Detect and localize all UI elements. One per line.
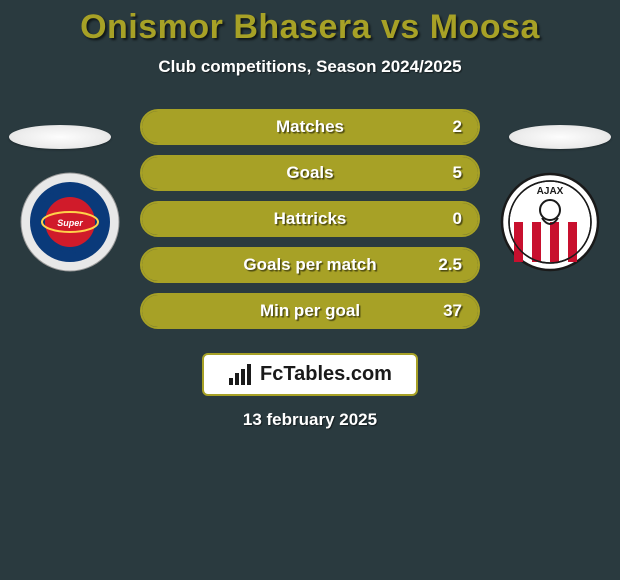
stat-label: Goals: [286, 163, 333, 183]
stat-label: Goals per match: [243, 255, 376, 275]
stat-value-right: 2.5: [438, 255, 462, 275]
stat-row: Goals 5: [140, 155, 480, 191]
stat-value-right: 2: [453, 117, 462, 137]
svg-text:Super: Super: [57, 218, 83, 228]
brand-badge: FcTables.com: [202, 353, 418, 396]
page-title: Onismor Bhasera vs Moosa: [80, 8, 540, 47]
stat-row: Hattricks 0: [140, 201, 480, 237]
stat-label: Min per goal: [260, 301, 360, 321]
stats-region: Matches 2 Goals 5 Hattricks 0 Goals per match 2…: [140, 109, 480, 339]
stat-row: Goals per match 2.5: [140, 247, 480, 283]
club-badge-right: AJAX: [500, 172, 600, 272]
stat-row: Min per goal 37: [140, 293, 480, 329]
stat-value-right: 0: [453, 209, 462, 229]
stat-value-right: 37: [443, 301, 462, 321]
footer-date: 13 february 2025: [243, 410, 377, 430]
club-badge-left: SUPERSPORT UNITED FC Super: [20, 172, 120, 272]
svg-text:AJAX: AJAX: [537, 186, 564, 197]
subtitle: Club competitions, Season 2024/2025: [158, 57, 461, 77]
bars-icon: [228, 364, 254, 386]
stat-value-right: 5: [453, 163, 462, 183]
brand-text: FcTables.com: [260, 363, 392, 386]
stat-label: Matches: [276, 117, 344, 137]
player-left-avatar: [9, 125, 111, 149]
stat-row: Matches 2: [140, 109, 480, 145]
stat-label: Hattricks: [274, 209, 347, 229]
player-right-avatar: [509, 125, 611, 149]
